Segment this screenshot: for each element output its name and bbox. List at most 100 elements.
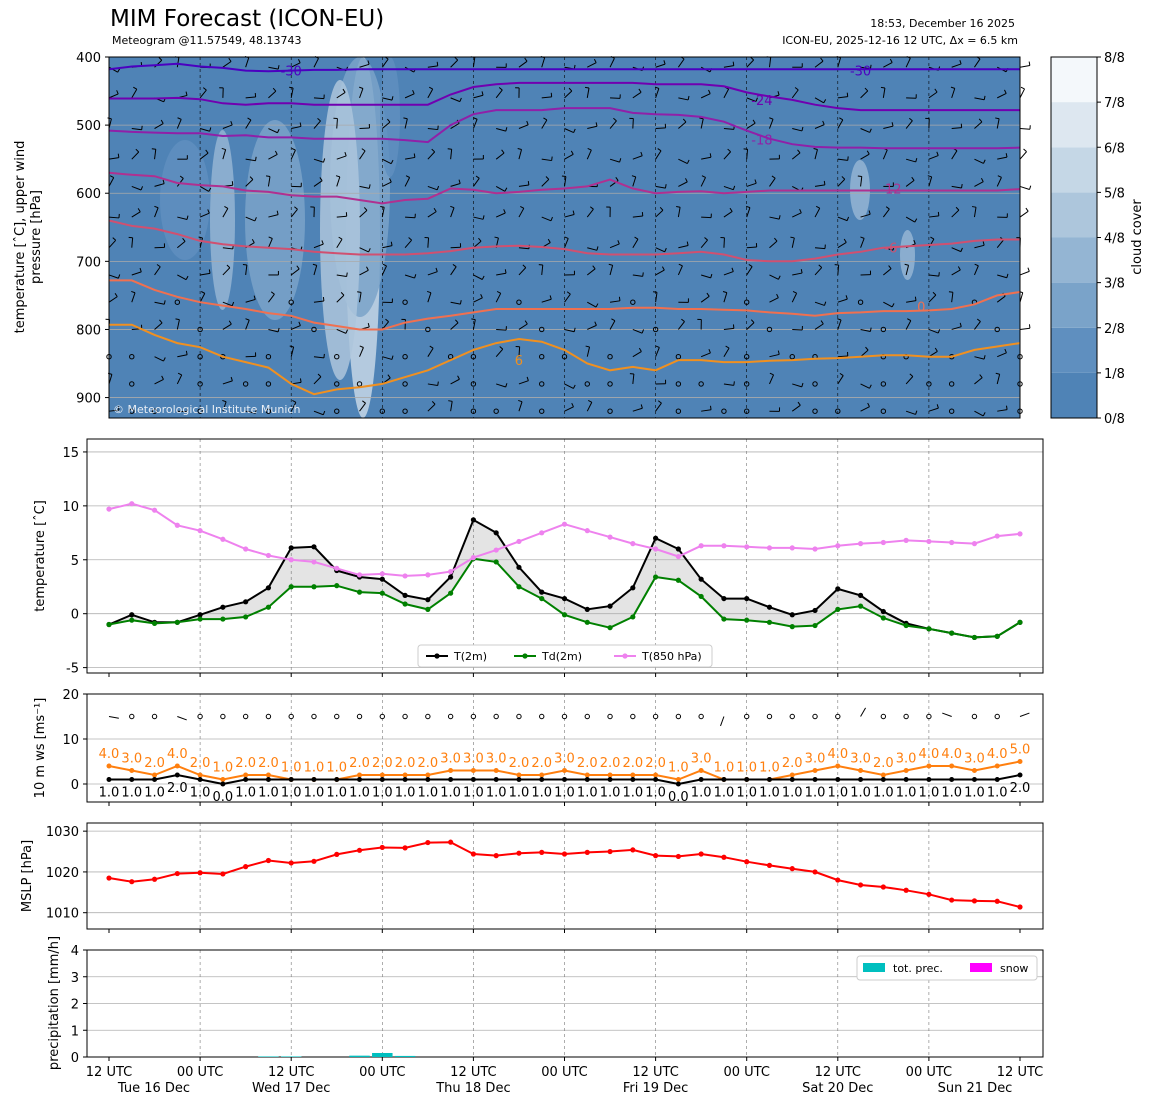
wind-barb-flag xyxy=(161,375,164,380)
wind-barb-flag xyxy=(403,117,408,120)
wind-barb-flag xyxy=(799,209,802,214)
wind-barb-flag xyxy=(452,264,457,268)
wind-barb-flag xyxy=(961,183,963,189)
precip-bar xyxy=(349,1055,370,1057)
wind-barb xyxy=(769,274,779,280)
wind-gust-point xyxy=(789,772,795,778)
colorbar-tick-label: 2/8 xyxy=(1104,322,1125,337)
wind-barb xyxy=(905,57,911,68)
wind-barb xyxy=(564,293,571,303)
wind-barb xyxy=(450,59,459,68)
mslp-point xyxy=(174,870,180,877)
wind-barb-flag xyxy=(564,236,569,239)
wind-speed-point xyxy=(174,772,180,778)
wind-barb-flag xyxy=(801,382,804,388)
wind-barb-flag xyxy=(708,89,711,94)
wind-barb-flag xyxy=(661,266,665,271)
wind-barb xyxy=(632,91,642,99)
wind-barb xyxy=(176,57,180,68)
wind-gust-value-label: 1.0 xyxy=(281,761,302,776)
x-tick-label: 12 UTC xyxy=(632,1065,678,1080)
wind-barb-flag xyxy=(117,153,120,158)
wind-calm-marker xyxy=(857,299,864,305)
wind-barb xyxy=(450,401,453,412)
wind-barb-flag xyxy=(527,180,530,186)
wind-barb-flag xyxy=(979,374,983,378)
t2m-series-point xyxy=(129,612,135,618)
t850-series-point xyxy=(402,573,408,579)
wind-barb-flag xyxy=(294,206,298,210)
wind-barb xyxy=(974,97,985,101)
wind-barb-flag xyxy=(1029,185,1032,190)
wind-barb-flag xyxy=(790,236,795,239)
mslp-point xyxy=(721,854,727,860)
wind-gust-value-label: 1.0 xyxy=(213,761,234,776)
legend-marker xyxy=(434,653,440,659)
wind-barb-flag xyxy=(889,58,893,63)
colorbar-segment xyxy=(1051,237,1097,283)
wind-calm-marker xyxy=(402,353,408,360)
wind-barb-flag xyxy=(408,237,412,241)
wind-speed-point xyxy=(357,777,363,782)
wind-barb xyxy=(108,239,117,249)
isotherm-label: -6 xyxy=(884,242,897,257)
wind-calm-marker xyxy=(197,326,203,333)
wind-barb xyxy=(951,326,962,330)
wind-barb xyxy=(769,297,779,303)
wind-barb xyxy=(632,155,643,160)
wind-barb xyxy=(723,271,734,276)
y-tick-label: 1010 xyxy=(46,907,79,922)
wind-barb xyxy=(267,238,273,248)
wind-barb xyxy=(951,150,958,160)
y-tick-label: 1030 xyxy=(46,825,79,840)
wind-barb-flag xyxy=(774,237,778,242)
wind-barb xyxy=(837,57,842,68)
wind-barb-flag xyxy=(866,150,870,155)
td2m-series-point xyxy=(151,620,158,626)
wind-gust-value-label: 2.0 xyxy=(372,756,393,771)
wind-speed-value-label: 1.0 xyxy=(99,786,120,801)
t2m-series-point xyxy=(721,595,727,602)
wind-speed-value-label: 1.0 xyxy=(326,786,347,801)
wind-barb xyxy=(245,96,256,99)
wind-barb-flag xyxy=(253,295,256,300)
wind-barb-flag xyxy=(797,149,801,154)
wind-barb-flag xyxy=(518,399,523,403)
wind-barb xyxy=(222,380,233,385)
wind-barb-flag xyxy=(676,206,681,208)
panel-frame xyxy=(86,438,1044,674)
wind-barb-flag xyxy=(634,236,639,240)
wind-barb xyxy=(905,376,914,385)
t850-series-point xyxy=(470,555,476,561)
wind-gust-value-label: 2.0 xyxy=(190,756,211,771)
wind-barb xyxy=(609,265,614,276)
wind-barb-flag xyxy=(221,147,226,151)
wind-barb xyxy=(564,238,569,248)
wind-barb-flag xyxy=(390,241,393,246)
wind-barb-flag xyxy=(596,246,599,251)
wind-barb-flag xyxy=(177,117,182,120)
mslp-point xyxy=(744,859,750,865)
wind-barb xyxy=(450,122,460,129)
wind-barb xyxy=(974,377,983,385)
mslp-point xyxy=(288,860,294,866)
wind-barb xyxy=(154,149,157,160)
wind-barb-flag xyxy=(428,86,433,90)
wind-barb-flag xyxy=(436,185,440,191)
t2m-series-point xyxy=(584,606,590,612)
wind-calm-marker xyxy=(539,381,545,387)
wind-speed-value-label: 1.0 xyxy=(121,786,142,801)
wind-speed-value-label: 1.0 xyxy=(987,786,1008,801)
mslp-point xyxy=(584,849,590,855)
wind-barb-flag xyxy=(321,240,324,245)
mslp-point xyxy=(470,851,476,857)
wind-barb xyxy=(814,60,824,68)
wind-calm-marker xyxy=(835,713,841,720)
colorbar-tick-label: 1/8 xyxy=(1104,367,1125,382)
wind-barb-flag xyxy=(732,185,736,190)
wind-barb xyxy=(769,177,776,187)
wind-calm-marker xyxy=(493,713,499,720)
t850-series-point xyxy=(721,543,727,549)
wind-barb xyxy=(268,293,275,303)
colorbar-tick-label: 8/8 xyxy=(1104,51,1125,66)
